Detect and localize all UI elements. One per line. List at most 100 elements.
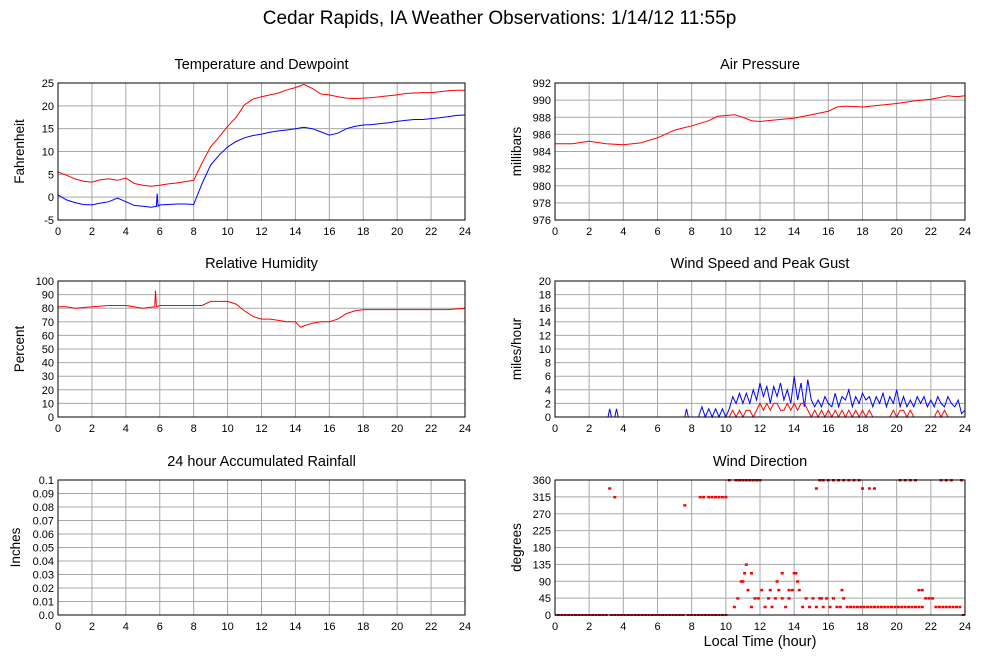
chart-title: Wind Direction <box>713 454 807 470</box>
y-tick-label: 0.04 <box>33 556 54 568</box>
x-tick-label: 0 <box>55 423 61 435</box>
series-line-1 <box>58 290 465 328</box>
data-point <box>753 597 757 600</box>
data-point <box>768 588 772 592</box>
y-tick-label: 990 <box>533 95 551 107</box>
y-tick-label: 60 <box>42 330 54 342</box>
y-tick-label: 982 <box>533 164 551 176</box>
x-tick-label: 10 <box>720 423 732 435</box>
x-tick-label: 18 <box>357 621 369 633</box>
x-tick-label: 10 <box>221 621 233 633</box>
x-tick-label: 20 <box>391 226 403 238</box>
data-point <box>818 597 822 600</box>
data-point <box>934 605 938 609</box>
data-point <box>608 487 612 490</box>
data-point <box>814 605 818 609</box>
x-tick-label: 16 <box>822 621 834 633</box>
data-point <box>825 597 829 600</box>
data-point <box>859 605 863 609</box>
data-point <box>792 572 796 575</box>
series-line-2 <box>555 402 965 418</box>
y-tick-label: 40 <box>42 358 54 370</box>
data-point <box>801 605 805 609</box>
y-tick-label: 135 <box>533 559 551 571</box>
y-tick-label: 15 <box>42 124 54 136</box>
chart-panel-pressure: 0 2 4 6 8 10 12 14 16 18 20 22 249769789809829849869… <box>509 57 971 238</box>
y-tick-label: 8 <box>545 358 551 370</box>
x-tick-label: 22 <box>425 226 437 238</box>
x-tick-label: 12 <box>754 226 766 238</box>
plot-frame <box>57 280 466 418</box>
y-tick-label: 270 <box>533 509 551 521</box>
y-tick-label: 978 <box>533 198 551 210</box>
data-point <box>890 605 894 609</box>
x-tick-label: 18 <box>357 226 369 238</box>
x-tick-label: 6 <box>654 226 660 238</box>
data-point <box>828 605 832 609</box>
data-point <box>613 495 617 499</box>
data-point <box>867 487 871 490</box>
chart-title: Wind Speed and Peak Gust <box>671 256 850 272</box>
y-tick-label: 18 <box>539 290 551 302</box>
data-point <box>743 572 747 575</box>
x-tick-label: 20 <box>891 621 903 633</box>
x-tick-label: 18 <box>856 621 868 633</box>
x-tick-label: 0 <box>55 226 61 238</box>
y-tick-label: 992 <box>533 78 551 90</box>
y-tick-label: 988 <box>533 112 551 124</box>
data-point <box>917 605 921 609</box>
y-tick-label: 90 <box>42 290 54 302</box>
data-point <box>784 605 788 609</box>
data-point <box>913 605 917 609</box>
data-point <box>849 605 853 609</box>
data-point <box>777 588 781 592</box>
x-tick-label: 18 <box>856 226 868 238</box>
x-tick-label: 8 <box>191 621 197 633</box>
y-tick-label: 20 <box>42 385 54 397</box>
y-tick-label: 976 <box>533 215 551 227</box>
data-point <box>900 605 904 609</box>
y-tick-label: 984 <box>533 147 551 159</box>
y-tick-label: 50 <box>42 344 54 356</box>
series-line-1 <box>555 95 965 146</box>
data-point <box>702 495 706 499</box>
data-point <box>744 563 748 566</box>
data-point <box>720 495 724 499</box>
y-tick-label: 0.1 <box>39 475 54 487</box>
data-point <box>814 487 818 490</box>
x-tick-label: 12 <box>255 621 267 633</box>
data-point <box>780 597 784 600</box>
data-point <box>732 605 736 609</box>
x-tick-label: 8 <box>689 621 695 633</box>
plot-frame <box>554 82 966 221</box>
x-tick-label: 12 <box>255 423 267 435</box>
x-tick-label: 20 <box>391 423 403 435</box>
data-point <box>763 605 767 609</box>
x-tick-label: 4 <box>620 621 626 633</box>
x-tick-label: 2 <box>586 423 592 435</box>
x-tick-label: 20 <box>891 423 903 435</box>
x-tick-label: 14 <box>289 423 301 435</box>
data-point <box>746 588 750 592</box>
x-tick-label: 0 <box>552 423 558 435</box>
x-axis-label: Local Time (hour) <box>703 634 817 650</box>
data-point <box>804 597 808 600</box>
data-point <box>724 495 728 499</box>
data-point <box>872 487 876 490</box>
y-axis-label: Inches <box>8 527 23 567</box>
x-tick-label: 24 <box>459 621 471 633</box>
x-tick-label: 22 <box>925 423 937 435</box>
data-point <box>927 597 931 600</box>
data-point <box>820 597 823 600</box>
y-tick-label: 25 <box>42 78 54 90</box>
x-tick-label: 2 <box>586 621 592 633</box>
y-tick-label: 90 <box>539 576 551 588</box>
x-tick-label: 2 <box>89 621 95 633</box>
x-tick-label: 4 <box>123 226 129 238</box>
x-tick-label: 8 <box>689 226 695 238</box>
y-tick-label: 6 <box>545 371 551 383</box>
data-point <box>896 605 900 609</box>
x-tick-label: 8 <box>689 423 695 435</box>
page-title: Cedar Rapids, IA Weather Observations: 1… <box>262 8 737 29</box>
